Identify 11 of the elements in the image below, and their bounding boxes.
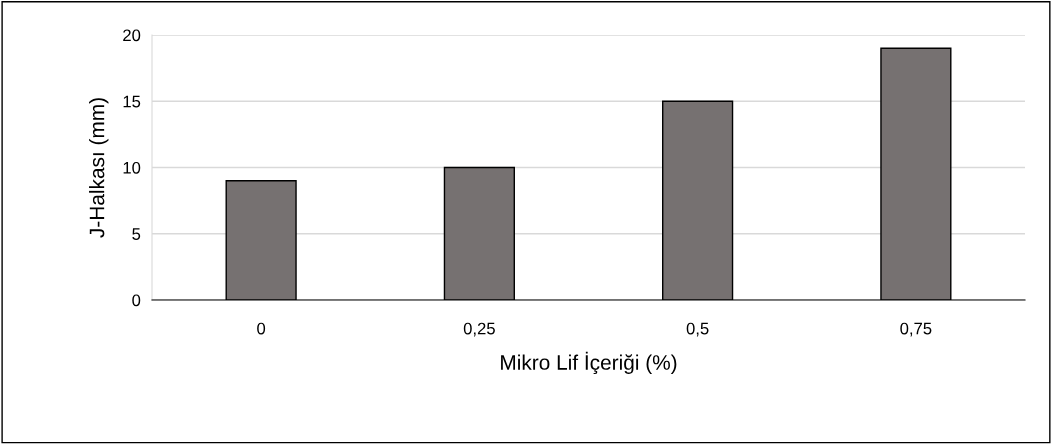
- x-tick-label: 0,25: [463, 322, 495, 337]
- y-tick-label: 15: [123, 95, 141, 108]
- x-tick-label: 0,5: [686, 322, 709, 337]
- y-tick-label: 10: [123, 161, 141, 174]
- y-tick-label: 20: [123, 29, 141, 42]
- y-axis-title: J-Halkası (mm): [89, 98, 109, 238]
- x-tick-label: 0,75: [900, 322, 932, 337]
- y-tick-label: 5: [132, 228, 141, 240]
- y-tick-label: 0: [132, 294, 141, 307]
- x-tick-label: 0: [257, 322, 266, 335]
- x-axis-title: Mikro Lif İçeriği (%): [501, 351, 677, 375]
